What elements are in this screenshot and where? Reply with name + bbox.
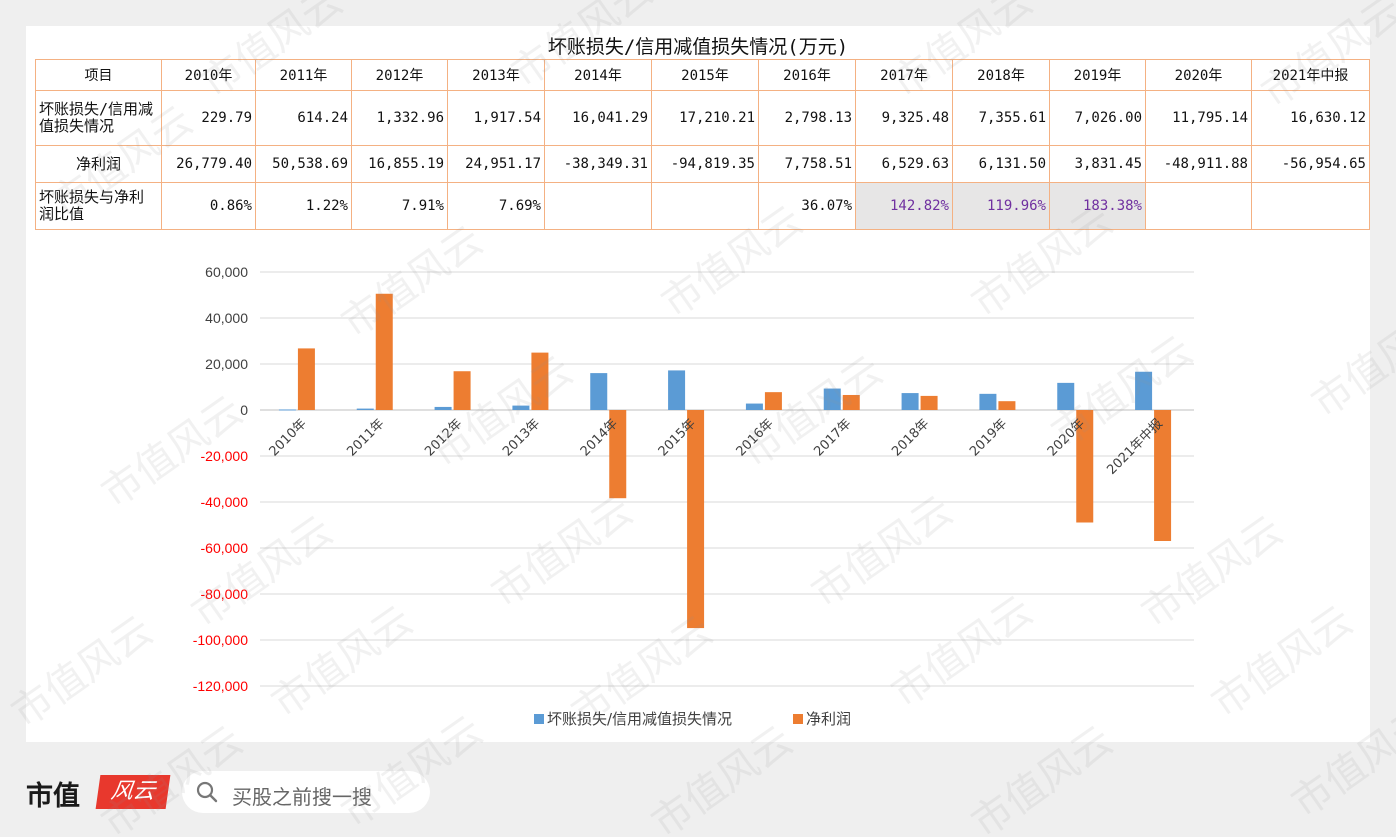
value-cell: 3,831.45 — [1049, 145, 1146, 183]
value-cell: 26,779.40 — [161, 145, 256, 183]
row-label-cell: 坏账损失/信用减值损失情况 — [35, 90, 162, 146]
year-header-cell: 2016年 — [758, 59, 856, 91]
y-tick-label: 60,000 — [205, 264, 248, 280]
bar — [823, 388, 841, 410]
bar — [609, 410, 627, 499]
bar — [1076, 410, 1094, 523]
row-label-cell: 坏账损失与净利润比值 — [35, 182, 162, 230]
value-cell: 142.82% — [855, 182, 953, 230]
value-cell: 7.69% — [447, 182, 545, 230]
bar — [434, 406, 452, 410]
bar — [375, 293, 393, 410]
value-cell: 6,131.50 — [952, 145, 1050, 183]
year-header-cell: 2012年 — [351, 59, 448, 91]
value-cell — [1251, 182, 1370, 230]
x-tick-label: 2018年 — [889, 416, 932, 459]
year-header-cell: 2018年 — [952, 59, 1050, 91]
y-tick-label: 40,000 — [205, 310, 248, 326]
bar — [764, 392, 782, 410]
bar — [453, 371, 471, 410]
value-cell: 614.24 — [255, 90, 352, 146]
bar-chart: 60,000 40,000 20,000 0 -20,000 -40,000 -60,000… — [193, 264, 1194, 728]
value-cell: 7,758.51 — [758, 145, 856, 183]
bar — [1135, 371, 1153, 410]
bar — [998, 401, 1016, 410]
x-tick-label: 2011年 — [344, 416, 387, 459]
value-cell: 36.07% — [758, 182, 856, 230]
y-tick-label: -120,000 — [193, 678, 248, 694]
y-tick-label: -20,000 — [201, 448, 249, 464]
value-cell: 16,630.12 — [1251, 90, 1370, 146]
value-cell — [544, 182, 652, 230]
y-tick-label: 0 — [240, 402, 248, 418]
header-cell: 项目 — [35, 59, 162, 91]
value-cell: 1.22% — [255, 182, 352, 230]
value-cell: 6,529.63 — [855, 145, 953, 183]
value-cell: 0.86% — [161, 182, 256, 230]
bar — [687, 410, 705, 629]
value-cell — [1145, 182, 1252, 230]
bar — [745, 403, 763, 410]
value-cell: 183.38% — [1049, 182, 1146, 230]
x-tick-label: 2019年 — [967, 416, 1010, 459]
table-title: 坏账损失/信用减值损失情况(万元) — [547, 36, 849, 58]
brand-logo-badge: 风云 — [95, 775, 171, 809]
bar — [512, 405, 530, 410]
year-header-cell: 2011年 — [255, 59, 352, 91]
content-card: 坏账损失/信用减值损失情况(万元) 项目 2010年 2011年 2012年 2013年… — [26, 26, 1370, 742]
table-row: 坏账损失与净利润比值 0.86% 1.22% 7.91% 7.69% 36.07% 142.… — [35, 182, 1370, 230]
y-tick-label: -100,000 — [193, 632, 248, 648]
value-cell: 1,917.54 — [447, 90, 545, 146]
legend-swatch — [534, 714, 544, 724]
table-row: 坏账损失/信用减值损失情况 229.79 614.24 1,332.96 1,917.5… — [35, 90, 1370, 146]
table-row: 净利润 26,779.40 50,538.69 16,855.19 24,951.17-… — [35, 145, 1370, 183]
value-cell: 2,798.13 — [758, 90, 856, 146]
legend-label: 净利润 — [806, 710, 851, 728]
value-cell: 7,355.61 — [952, 90, 1050, 146]
search-box[interactable]: 买股之前搜一搜 — [182, 771, 430, 813]
year-header-cell: 2020年 — [1145, 59, 1252, 91]
bar — [356, 408, 374, 410]
search-icon — [196, 781, 218, 803]
bar — [278, 409, 296, 411]
legend-swatch — [793, 714, 803, 724]
bar — [590, 373, 608, 410]
value-cell: -56,954.65 — [1251, 145, 1370, 183]
search-placeholder: 买股之前搜一搜 — [232, 785, 372, 809]
bar — [297, 348, 315, 410]
value-cell: 1,332.96 — [351, 90, 448, 146]
value-cell: 229.79 — [161, 90, 256, 146]
x-tick-label: 2012年 — [422, 416, 465, 459]
value-cell: 9,325.48 — [855, 90, 953, 146]
x-tick-label: 2017年 — [811, 416, 854, 459]
bar — [1057, 382, 1075, 410]
bar — [1154, 410, 1172, 541]
x-tick-label: 2013年 — [500, 416, 543, 459]
value-cell: 17,210.21 — [651, 90, 759, 146]
footer-bar: 市值 风云 买股之前搜一搜 — [26, 768, 446, 814]
value-cell: 50,538.69 — [255, 145, 352, 183]
data-table: 项目 2010年 2011年 2012年 2013年 2014年 2015年 2016年 201… — [35, 59, 1370, 230]
y-tick-label: -40,000 — [201, 494, 249, 510]
y-tick-label: -80,000 — [201, 586, 249, 602]
x-tick-label: 2010年 — [267, 416, 310, 459]
y-tick-label: 20,000 — [205, 356, 248, 372]
bar — [668, 370, 686, 410]
year-header-cell: 2019年 — [1049, 59, 1146, 91]
legend-label: 坏账损失/信用减值损失情况 — [547, 710, 732, 728]
value-cell — [651, 182, 759, 230]
bar — [979, 393, 997, 410]
bar — [531, 352, 549, 410]
value-cell: 16,041.29 — [544, 90, 652, 146]
year-header-cell: 2010年 — [161, 59, 256, 91]
row-label-cell: 净利润 — [35, 145, 162, 183]
bar — [901, 393, 919, 410]
x-tick-label: 2016年 — [734, 416, 777, 459]
value-cell: 7.91% — [351, 182, 448, 230]
bar — [842, 394, 860, 410]
brand-logo-text: 市值 — [26, 781, 80, 812]
bar — [920, 395, 938, 410]
year-header-cell: 2015年 — [651, 59, 759, 91]
y-tick-label: -60,000 — [201, 540, 249, 556]
